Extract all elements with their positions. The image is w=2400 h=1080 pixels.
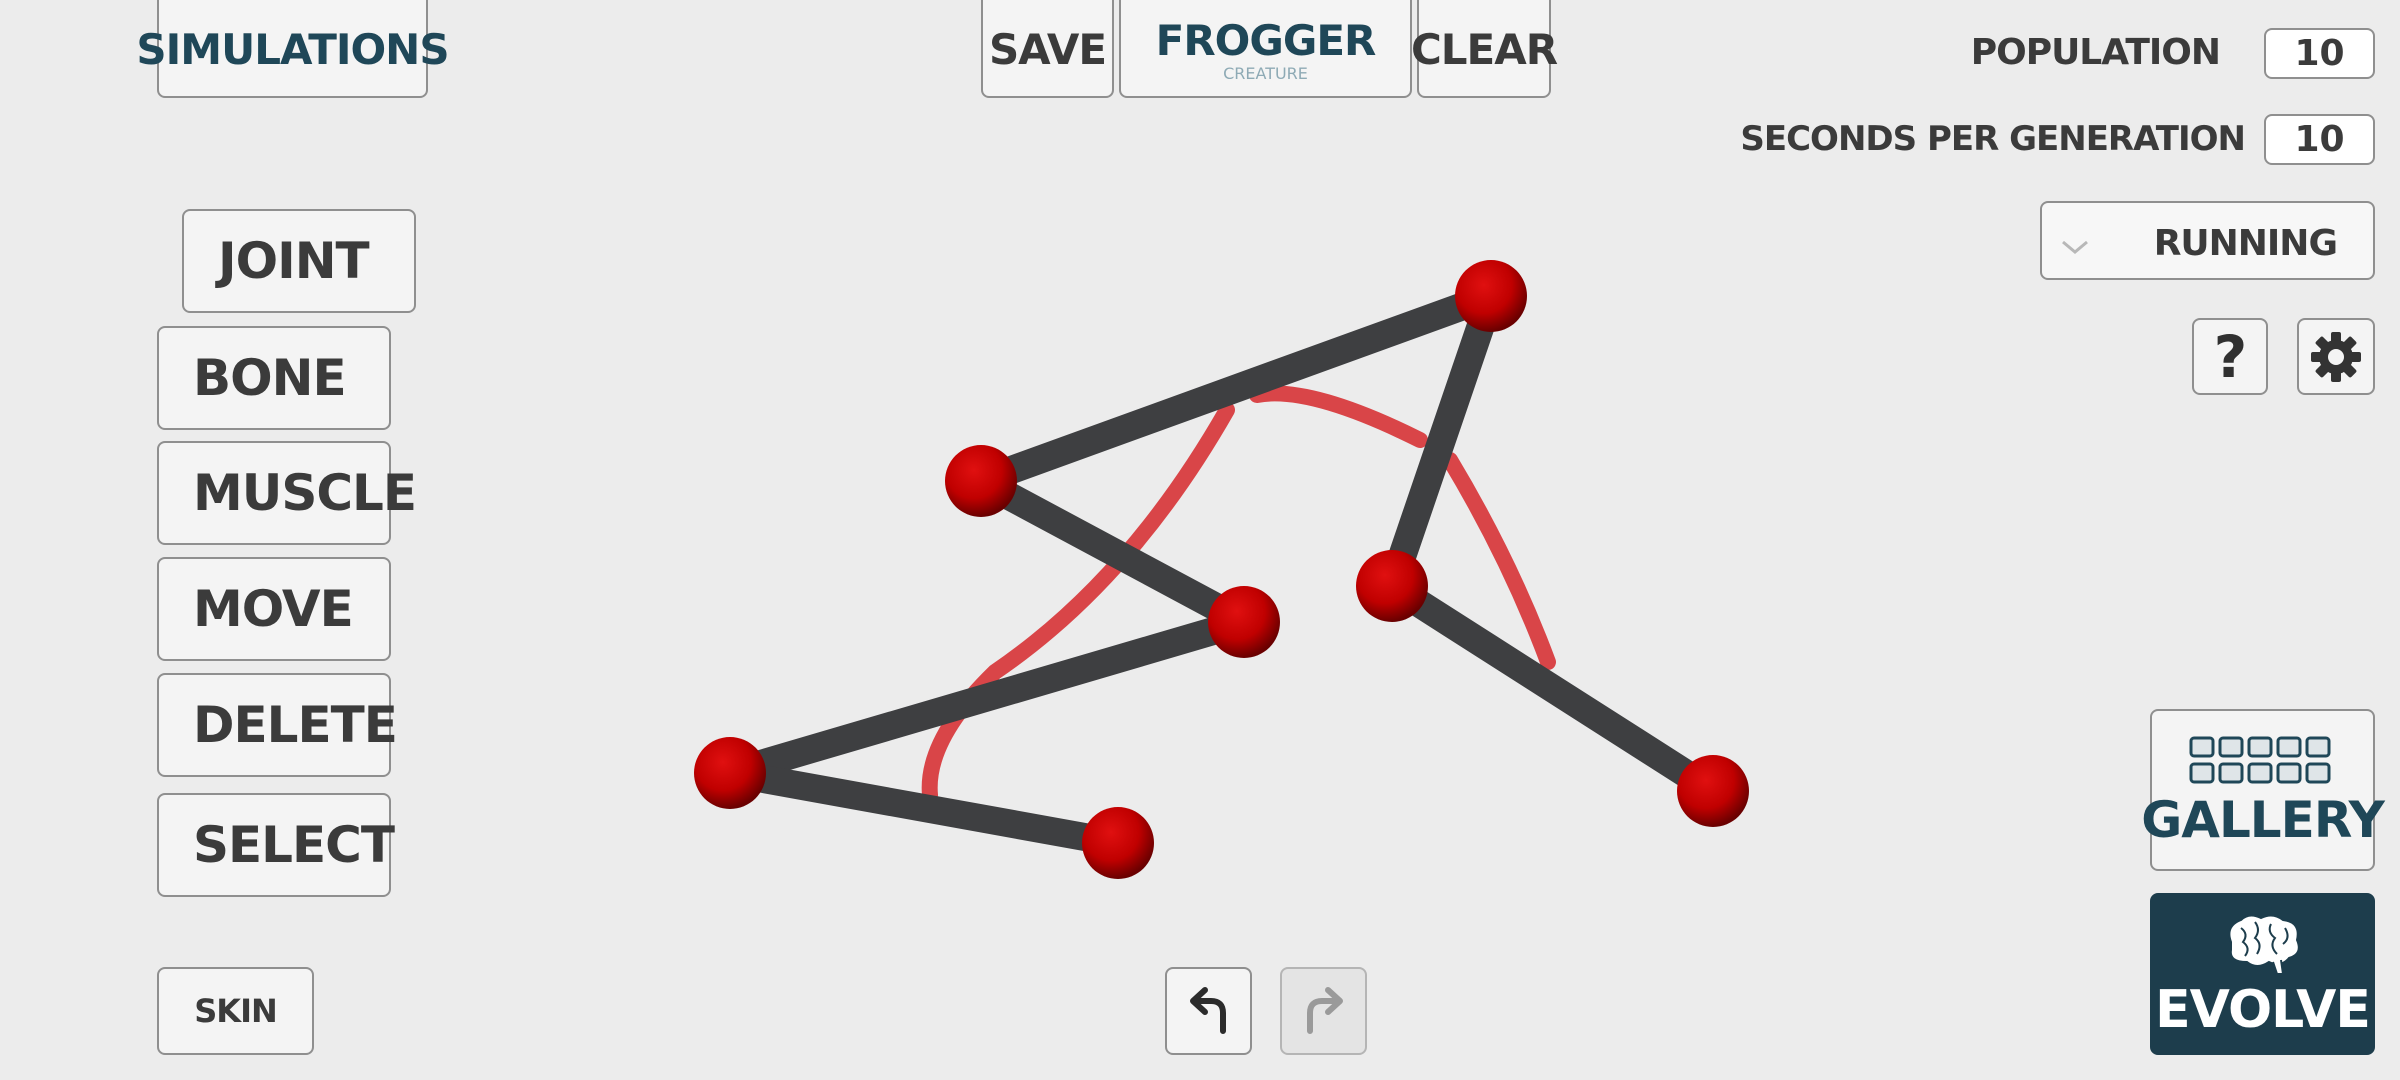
simulations-label: SIMULATIONS — [136, 24, 449, 74]
gear-icon — [2311, 331, 2361, 382]
seconds-per-generation-label: SECONDS PER GENERATION — [1740, 119, 2246, 159]
joint[interactable] — [694, 737, 766, 809]
status-dropdown[interactable]: RUNNING — [2040, 201, 2375, 280]
joint-tool-label: JOINT — [218, 232, 370, 290]
joint[interactable] — [945, 445, 1017, 517]
redo-button[interactable] — [1280, 967, 1367, 1055]
brain-icon — [2227, 914, 2300, 975]
bone[interactable] — [967, 282, 1505, 495]
skin-button[interactable]: SKIN — [157, 967, 314, 1055]
gallery-label: GALLERY — [2141, 791, 2385, 849]
help-button[interactable]: ? — [2192, 318, 2268, 395]
joint[interactable] — [1356, 550, 1428, 622]
clear-button[interactable]: CLEAR — [1411, 0, 1558, 98]
bone[interactable] — [1378, 572, 1727, 805]
muscle[interactable] — [1442, 452, 1556, 670]
evolve-button[interactable]: EVOLVE — [2150, 893, 2375, 1055]
redo-icon — [1306, 987, 1343, 1034]
clear-label: CLEAR — [1410, 24, 1558, 74]
select-tool-label: SELECT — [193, 816, 395, 874]
save-button[interactable]: SAVE — [981, 0, 1114, 98]
muscle-tool-label: MUSCLE — [193, 464, 417, 522]
help-icon: ? — [2213, 322, 2248, 391]
delete-tool-button[interactable]: DELETE — [157, 673, 398, 777]
joint[interactable] — [1677, 755, 1749, 827]
chevron-down-icon — [2062, 240, 2088, 254]
bone[interactable] — [1378, 282, 1505, 600]
undo-button[interactable] — [1165, 967, 1252, 1055]
evolve-label: EVOLVE — [2155, 980, 2371, 1040]
bone[interactable] — [967, 467, 1258, 636]
simulations-button[interactable]: SIMULATIONS — [136, 0, 450, 98]
delete-tool-label: DELETE — [193, 696, 398, 754]
select-tool-button[interactable]: SELECT — [157, 793, 395, 897]
creature-name-button[interactable]: FROGGER CREATURE — [1119, 0, 1412, 98]
move-tool-label: MOVE — [193, 580, 354, 638]
save-label: SAVE — [988, 24, 1107, 74]
creature-subtitle: CREATURE — [1223, 63, 1308, 83]
joint[interactable] — [1455, 260, 1527, 332]
muscle[interactable] — [1249, 385, 1428, 448]
muscle-tool-button[interactable]: MUSCLE — [157, 441, 417, 545]
population-label: POPULATION — [1970, 32, 2221, 73]
joint-tool-button[interactable]: JOINT — [182, 209, 416, 313]
creature-name: FROGGER — [1155, 15, 1377, 65]
joint[interactable] — [1208, 586, 1280, 658]
skin-label: SKIN — [194, 992, 278, 1030]
population-input[interactable]: 10 — [2264, 28, 2375, 79]
status-value: RUNNING — [2153, 223, 2338, 264]
gallery-button[interactable]: GALLERY — [2141, 709, 2385, 871]
settings-button[interactable] — [2297, 318, 2375, 395]
undo-icon — [1189, 987, 1226, 1034]
joint[interactable] — [1082, 807, 1154, 879]
seconds-per-generation-input[interactable]: 10 — [2264, 114, 2375, 165]
move-tool-button[interactable]: MOVE — [157, 557, 391, 661]
bone[interactable] — [716, 608, 1258, 787]
bone[interactable] — [716, 759, 1132, 857]
muscle[interactable] — [921, 402, 1235, 803]
bone-tool-button[interactable]: BONE — [157, 326, 391, 430]
grid-icon — [2189, 736, 2330, 784]
bone-tool-label: BONE — [193, 349, 347, 407]
